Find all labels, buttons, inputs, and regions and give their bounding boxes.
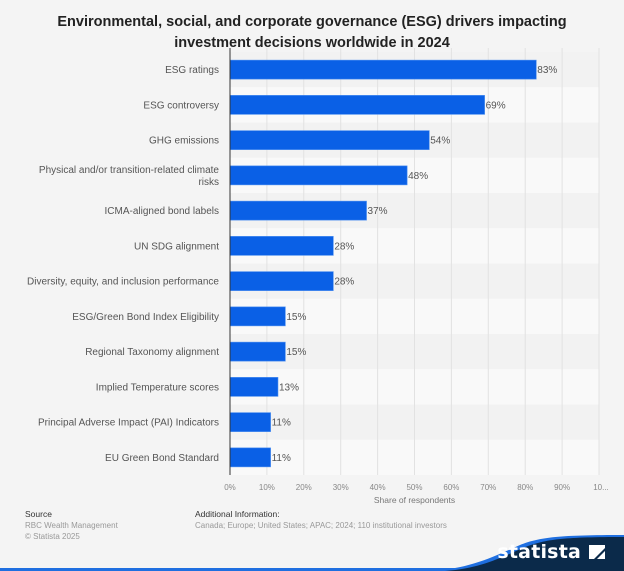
statista-logo-icon [589,545,605,559]
bar[interactable] [229,447,271,468]
x-tick-label: 10... [593,483,609,492]
source-text[interactable]: RBC Wealth Management [25,521,118,530]
value-label: 83% [537,65,557,76]
chart-title-line-1: Environmental, social, and corporate gov… [57,14,567,30]
category-label: Physical and/or transition-related clima… [39,165,220,188]
bar[interactable] [229,165,408,186]
value-label: 28% [334,241,354,252]
category-label-line: ESG/Green Bond Index Eligibility [72,312,219,323]
category-label-line: Regional Taxonomy alignment [85,347,219,358]
value-label: 15% [286,347,306,358]
additional-info-text: Canada; Europe; United States; APAC; 202… [195,521,447,530]
category-label-line: UN SDG alignment [134,241,219,252]
x-tick-label: 10% [259,483,275,492]
source-block: Source RBC Wealth Management © Statista … [25,509,118,542]
category-label: Diversity, equity, and inclusion perform… [27,277,219,288]
x-tick-label: 0% [224,483,236,492]
value-label: 28% [334,277,354,288]
value-label: 69% [486,100,506,111]
category-label-line: Principal Adverse Impact (PAI) Indicator… [38,418,219,429]
x-tick-label: 50% [406,483,422,492]
bar[interactable] [229,271,334,291]
chart-title-line-2: investment decisions worldwide in 2024 [174,35,450,51]
category-label-line: EU Green Bond Standard [105,453,219,464]
bar[interactable] [229,341,286,362]
value-labels: 83% 69% 54% 48% 37% 28% 28% 15% 15% 13% 11% 11% [272,65,558,464]
category-label: EU Green Bond Standard [105,453,219,464]
category-label-line: risks [198,177,219,188]
x-axis-title: Share of respondents [374,495,455,505]
category-label: Principal Adverse Impact (PAI) Indicator… [38,418,219,429]
bar[interactable] [229,200,367,221]
category-label: ESG ratings [165,65,219,76]
category-label-line: Physical and/or transition-related clima… [39,165,220,176]
banner-dark-wave [445,537,624,571]
bar[interactable] [229,59,537,80]
category-label-line: ESG ratings [165,65,219,76]
x-tick-label: 80% [517,483,533,492]
gridlines [266,48,600,475]
x-tick-label: 30% [333,483,349,492]
source-heading: Source [25,509,52,519]
category-label: ESG controversy [143,100,219,111]
category-label: ICMA-aligned bond labels [104,206,219,217]
x-tick-labels: 0% 10% 20% 30% 40% 50% 60% 70% 80% 90% 10... [224,483,609,492]
x-tick-label: 20% [296,483,312,492]
bars [229,59,537,468]
x-tick-label: 60% [443,483,459,492]
banner-bottom-stripe [0,568,624,571]
statista-logo-text[interactable]: statista [497,541,581,563]
additional-info-block: Additional Information: Canada; Europe; … [195,509,447,531]
value-label: 54% [430,136,450,147]
bar[interactable] [229,130,430,150]
statista-banner [0,535,624,571]
category-label-line: ICMA-aligned bond labels [104,206,219,217]
bar[interactable] [229,306,286,327]
x-tick-label: 90% [554,483,570,492]
category-label: UN SDG alignment [134,241,219,252]
bar[interactable] [229,412,271,432]
value-label: 11% [272,418,291,429]
additional-info-heading: Additional Information: [195,509,280,519]
x-tick-label: 40% [370,483,386,492]
chart-title: Environmental, social, and corporate gov… [0,12,624,54]
category-labels: ESG ratings ESG controversy GHG emissions P… [27,65,219,464]
category-label-line: ESG controversy [143,100,219,111]
value-label: 11% [272,453,291,464]
category-label-line: GHG emissions [149,136,219,147]
copyright-text: © Statista 2025 [25,532,80,541]
value-label: 13% [279,382,299,393]
value-label: 15% [286,312,306,323]
category-label: Implied Temperature scores [96,382,219,393]
category-label-line: Implied Temperature scores [96,382,219,393]
category-label: GHG emissions [149,136,219,147]
value-label: 37% [368,206,388,217]
value-label: 48% [408,171,428,182]
bar[interactable] [229,95,485,115]
category-label: ESG/Green Bond Index Eligibility [72,312,219,323]
category-label-line: Diversity, equity, and inclusion perform… [27,277,219,288]
x-tick-label: 70% [480,483,496,492]
category-label: Regional Taxonomy alignment [85,347,219,358]
bar[interactable] [229,236,334,256]
bar[interactable] [229,377,279,397]
